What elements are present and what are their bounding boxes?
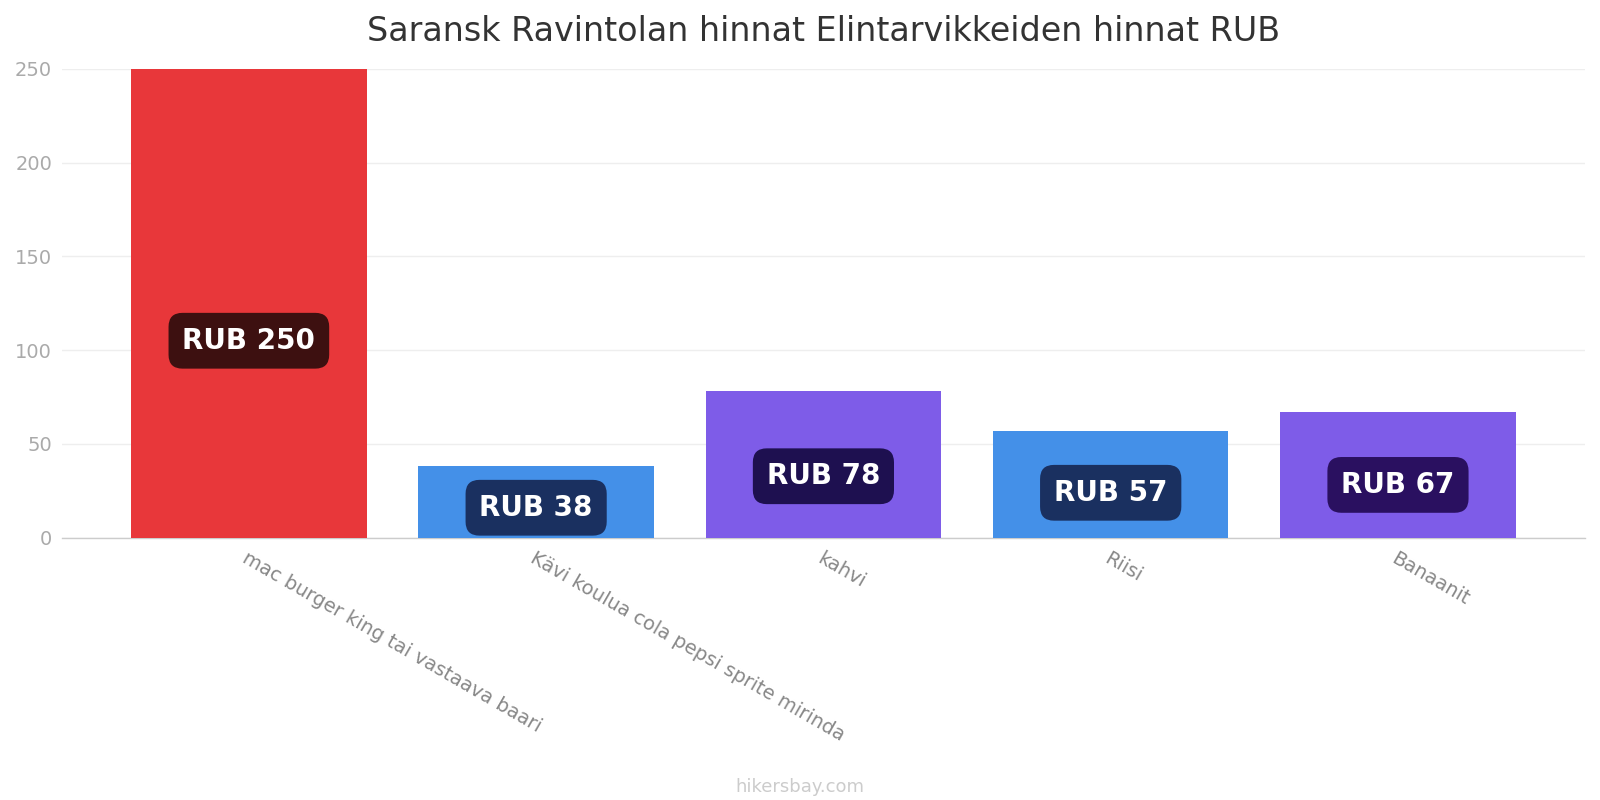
Bar [131, 69, 366, 538]
Text: RUB 38: RUB 38 [480, 494, 594, 522]
Text: RUB 78: RUB 78 [766, 462, 880, 490]
Bar [706, 391, 941, 538]
Bar [418, 466, 654, 538]
Text: RUB 250: RUB 250 [182, 326, 315, 354]
Text: RUB 57: RUB 57 [1054, 478, 1168, 506]
Text: RUB 67: RUB 67 [1341, 471, 1454, 499]
Bar [1280, 412, 1515, 538]
Text: hikersbay.com: hikersbay.com [736, 778, 864, 796]
Bar [994, 430, 1229, 538]
Title: Saransk Ravintolan hinnat Elintarvikkeiden hinnat RUB: Saransk Ravintolan hinnat Elintarvikkeid… [366, 15, 1280, 48]
